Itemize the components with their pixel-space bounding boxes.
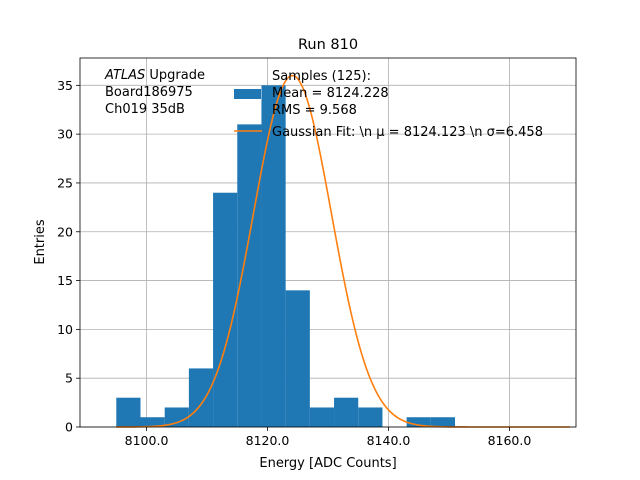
- y-tick-label-3: 15: [57, 273, 73, 288]
- y-axis-label: Entries: [33, 219, 48, 265]
- x-tick-label-2: 8140.0: [367, 433, 411, 448]
- histogram-bar-9: [334, 397, 359, 427]
- y-tick-label-2: 10: [57, 322, 73, 337]
- x-tick-label-1: 8120.0: [246, 433, 290, 448]
- y-ticks-layer: 0 5 10 15 20 25 30 35: [57, 78, 80, 435]
- histogram-bar-10: [358, 407, 383, 427]
- histogram-bar-7: [285, 290, 310, 427]
- y-tick-label-0: 0: [65, 420, 73, 435]
- x-axis-label: Energy [ADC Counts]: [259, 456, 396, 471]
- y-tick-label-5: 25: [57, 175, 73, 190]
- histogram-bar-6: [261, 85, 286, 427]
- histogram-bar-12: [406, 417, 431, 427]
- x-tick-label-0: 8100.0: [125, 433, 169, 448]
- legend-patch-samples: [234, 89, 261, 99]
- annotation-line-1: Board186975: [105, 85, 193, 100]
- histogram-bar-13: [430, 417, 456, 427]
- chart-title: Run 810: [298, 37, 358, 53]
- y-tick-label-4: 20: [57, 224, 73, 239]
- legend-label-fit-0: Gaussian Fit: \n μ = 8124.123 \n σ=6.458: [272, 125, 543, 140]
- histogram-bar-1: [140, 417, 165, 427]
- histogram-bar-4: [213, 192, 238, 427]
- histogram-bar-5: [237, 124, 262, 427]
- legend: Samples (125): Mean = 8124.228 RMS = 9.5…: [234, 69, 543, 140]
- bars-layer: [116, 85, 456, 427]
- legend-label-samples-1: Mean = 8124.228: [272, 86, 389, 101]
- histogram-bar-3: [188, 368, 214, 427]
- x-ticks-layer: 8100.0 8120.0 8140.0 8160.0: [125, 427, 532, 448]
- x-tick-label-3: 8160.0: [488, 433, 532, 448]
- annotation-line-0: ATLAS Upgrade: [104, 68, 205, 83]
- histogram-bar-0: [116, 397, 141, 427]
- histogram-bar-2: [164, 407, 189, 427]
- legend-label-samples-0: Samples (125):: [272, 69, 371, 84]
- annotation: ATLAS Upgrade Board186975 Ch019 35dB: [104, 68, 205, 117]
- annotation-line-2: Ch019 35dB: [105, 102, 185, 117]
- histogram-bar-8: [309, 407, 335, 427]
- y-tick-label-1: 5: [65, 371, 73, 386]
- plot-frame: [79, 57, 577, 428]
- y-tick-label-7: 35: [57, 78, 73, 93]
- y-tick-label-6: 30: [57, 127, 73, 142]
- legend-label-samples-2: RMS = 9.568: [272, 103, 357, 118]
